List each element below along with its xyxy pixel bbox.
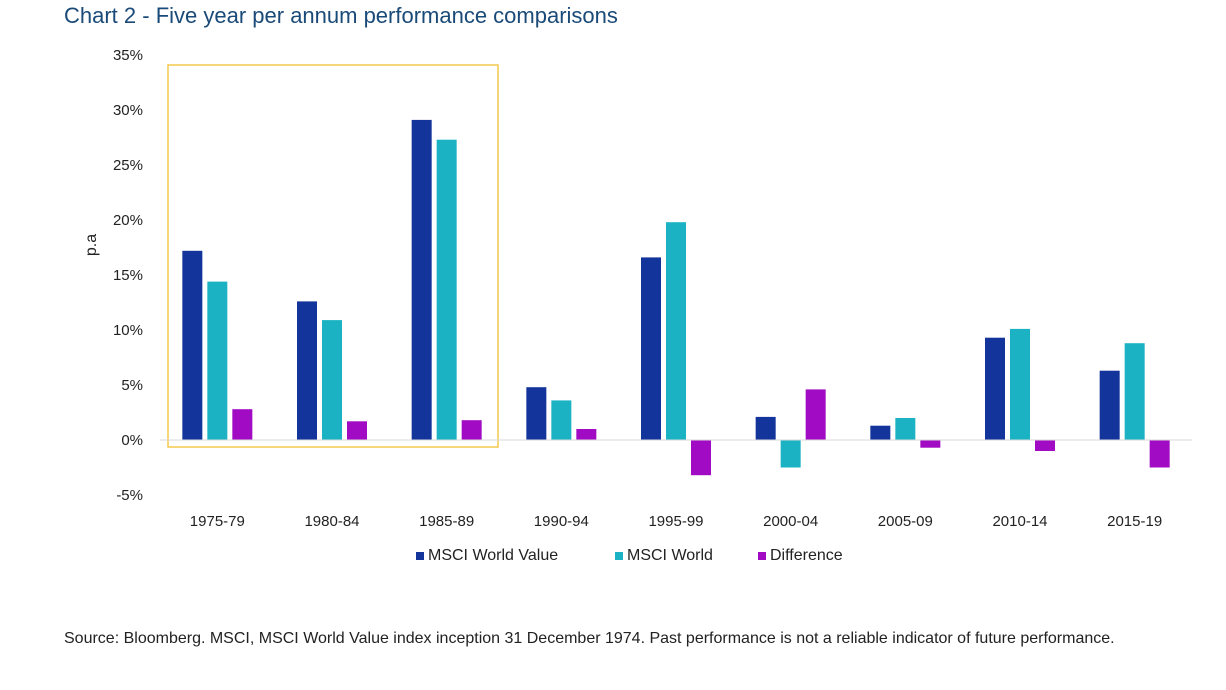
difference-bar bbox=[461, 420, 482, 440]
x-tick-label: 1980-84 bbox=[304, 513, 359, 530]
x-tick-label: 1995-99 bbox=[648, 513, 703, 530]
difference-bar bbox=[232, 409, 253, 440]
world-bar bbox=[1124, 343, 1145, 440]
x-tick-label: 2010-14 bbox=[992, 513, 1047, 530]
y-tick-label: -5% bbox=[116, 487, 143, 504]
value-bar bbox=[985, 337, 1005, 440]
value-bar bbox=[755, 416, 776, 440]
legend-swatch-difference bbox=[758, 552, 766, 560]
world-bar bbox=[1010, 328, 1030, 440]
world-bar bbox=[666, 222, 686, 440]
highlight-box bbox=[167, 64, 499, 448]
legend-swatch-msci-world-value bbox=[416, 552, 424, 560]
x-tick-label: 2015-19 bbox=[1107, 513, 1162, 530]
source-note: Source: Bloomberg. MSCI, MSCI World Valu… bbox=[64, 630, 1115, 647]
y-tick-label: 10% bbox=[113, 322, 143, 339]
bar-chart: -5% 0% 5% 10% 15% 20% 25% 30% 35% p.a 1975-79 1980-… bbox=[83, 47, 1192, 530]
legend-label-difference: Difference bbox=[770, 547, 843, 564]
difference-bar bbox=[1035, 440, 1055, 451]
world-bar bbox=[436, 139, 457, 440]
difference-bar bbox=[347, 421, 367, 440]
value-bar bbox=[870, 425, 891, 440]
y-axis-label: p.a bbox=[83, 234, 100, 256]
legend-label-msci-world: MSCI World bbox=[627, 547, 713, 564]
chart-title: Chart 2 - Five year per annum performanc… bbox=[64, 3, 618, 28]
x-tick-label: 1985-89 bbox=[419, 513, 474, 530]
y-tick-label: 15% bbox=[113, 267, 143, 284]
y-tick-label: 20% bbox=[113, 212, 143, 229]
world-bar bbox=[322, 320, 342, 440]
world-bar bbox=[207, 281, 228, 440]
legend-label-msci-world-value: MSCI World Value bbox=[428, 547, 559, 564]
value-bar bbox=[526, 387, 547, 440]
value-bar bbox=[641, 257, 661, 440]
chart-legend: MSCI World Value MSCI World Difference bbox=[0, 547, 1226, 569]
value-bar bbox=[297, 301, 317, 440]
x-tick-label: 1990-94 bbox=[534, 513, 589, 530]
world-bar bbox=[551, 400, 572, 440]
y-tick-label: 35% bbox=[113, 47, 143, 64]
value-bar bbox=[1099, 370, 1120, 440]
legend-swatch-msci-world bbox=[615, 552, 623, 560]
y-tick-label: 30% bbox=[113, 102, 143, 119]
world-bar bbox=[895, 418, 916, 440]
x-tick-label: 2000-04 bbox=[763, 513, 818, 530]
y-tick-label: 5% bbox=[121, 377, 143, 394]
world-bar bbox=[780, 440, 801, 468]
legend-item-msci-world-value: MSCI World Value bbox=[416, 547, 558, 565]
legend-item-msci-world: MSCI World bbox=[615, 547, 713, 565]
legend-item-difference: Difference bbox=[758, 547, 843, 565]
difference-bar bbox=[691, 440, 711, 476]
x-tick-label: 2005-09 bbox=[878, 513, 933, 530]
value-bar bbox=[411, 119, 432, 441]
difference-bar bbox=[920, 440, 941, 448]
y-tick-label: 25% bbox=[113, 157, 143, 174]
bar-chart-svg: -5% 0% 5% 10% 15% 20% 25% 30% 35% p.a 1975-79 1980-… bbox=[83, 47, 1192, 530]
x-tick-label: 1975-79 bbox=[190, 513, 245, 530]
value-bar bbox=[182, 250, 203, 440]
difference-bar bbox=[1149, 440, 1170, 468]
difference-bar bbox=[805, 389, 826, 440]
y-tick-label: 0% bbox=[121, 432, 143, 449]
difference-bar bbox=[576, 429, 597, 440]
